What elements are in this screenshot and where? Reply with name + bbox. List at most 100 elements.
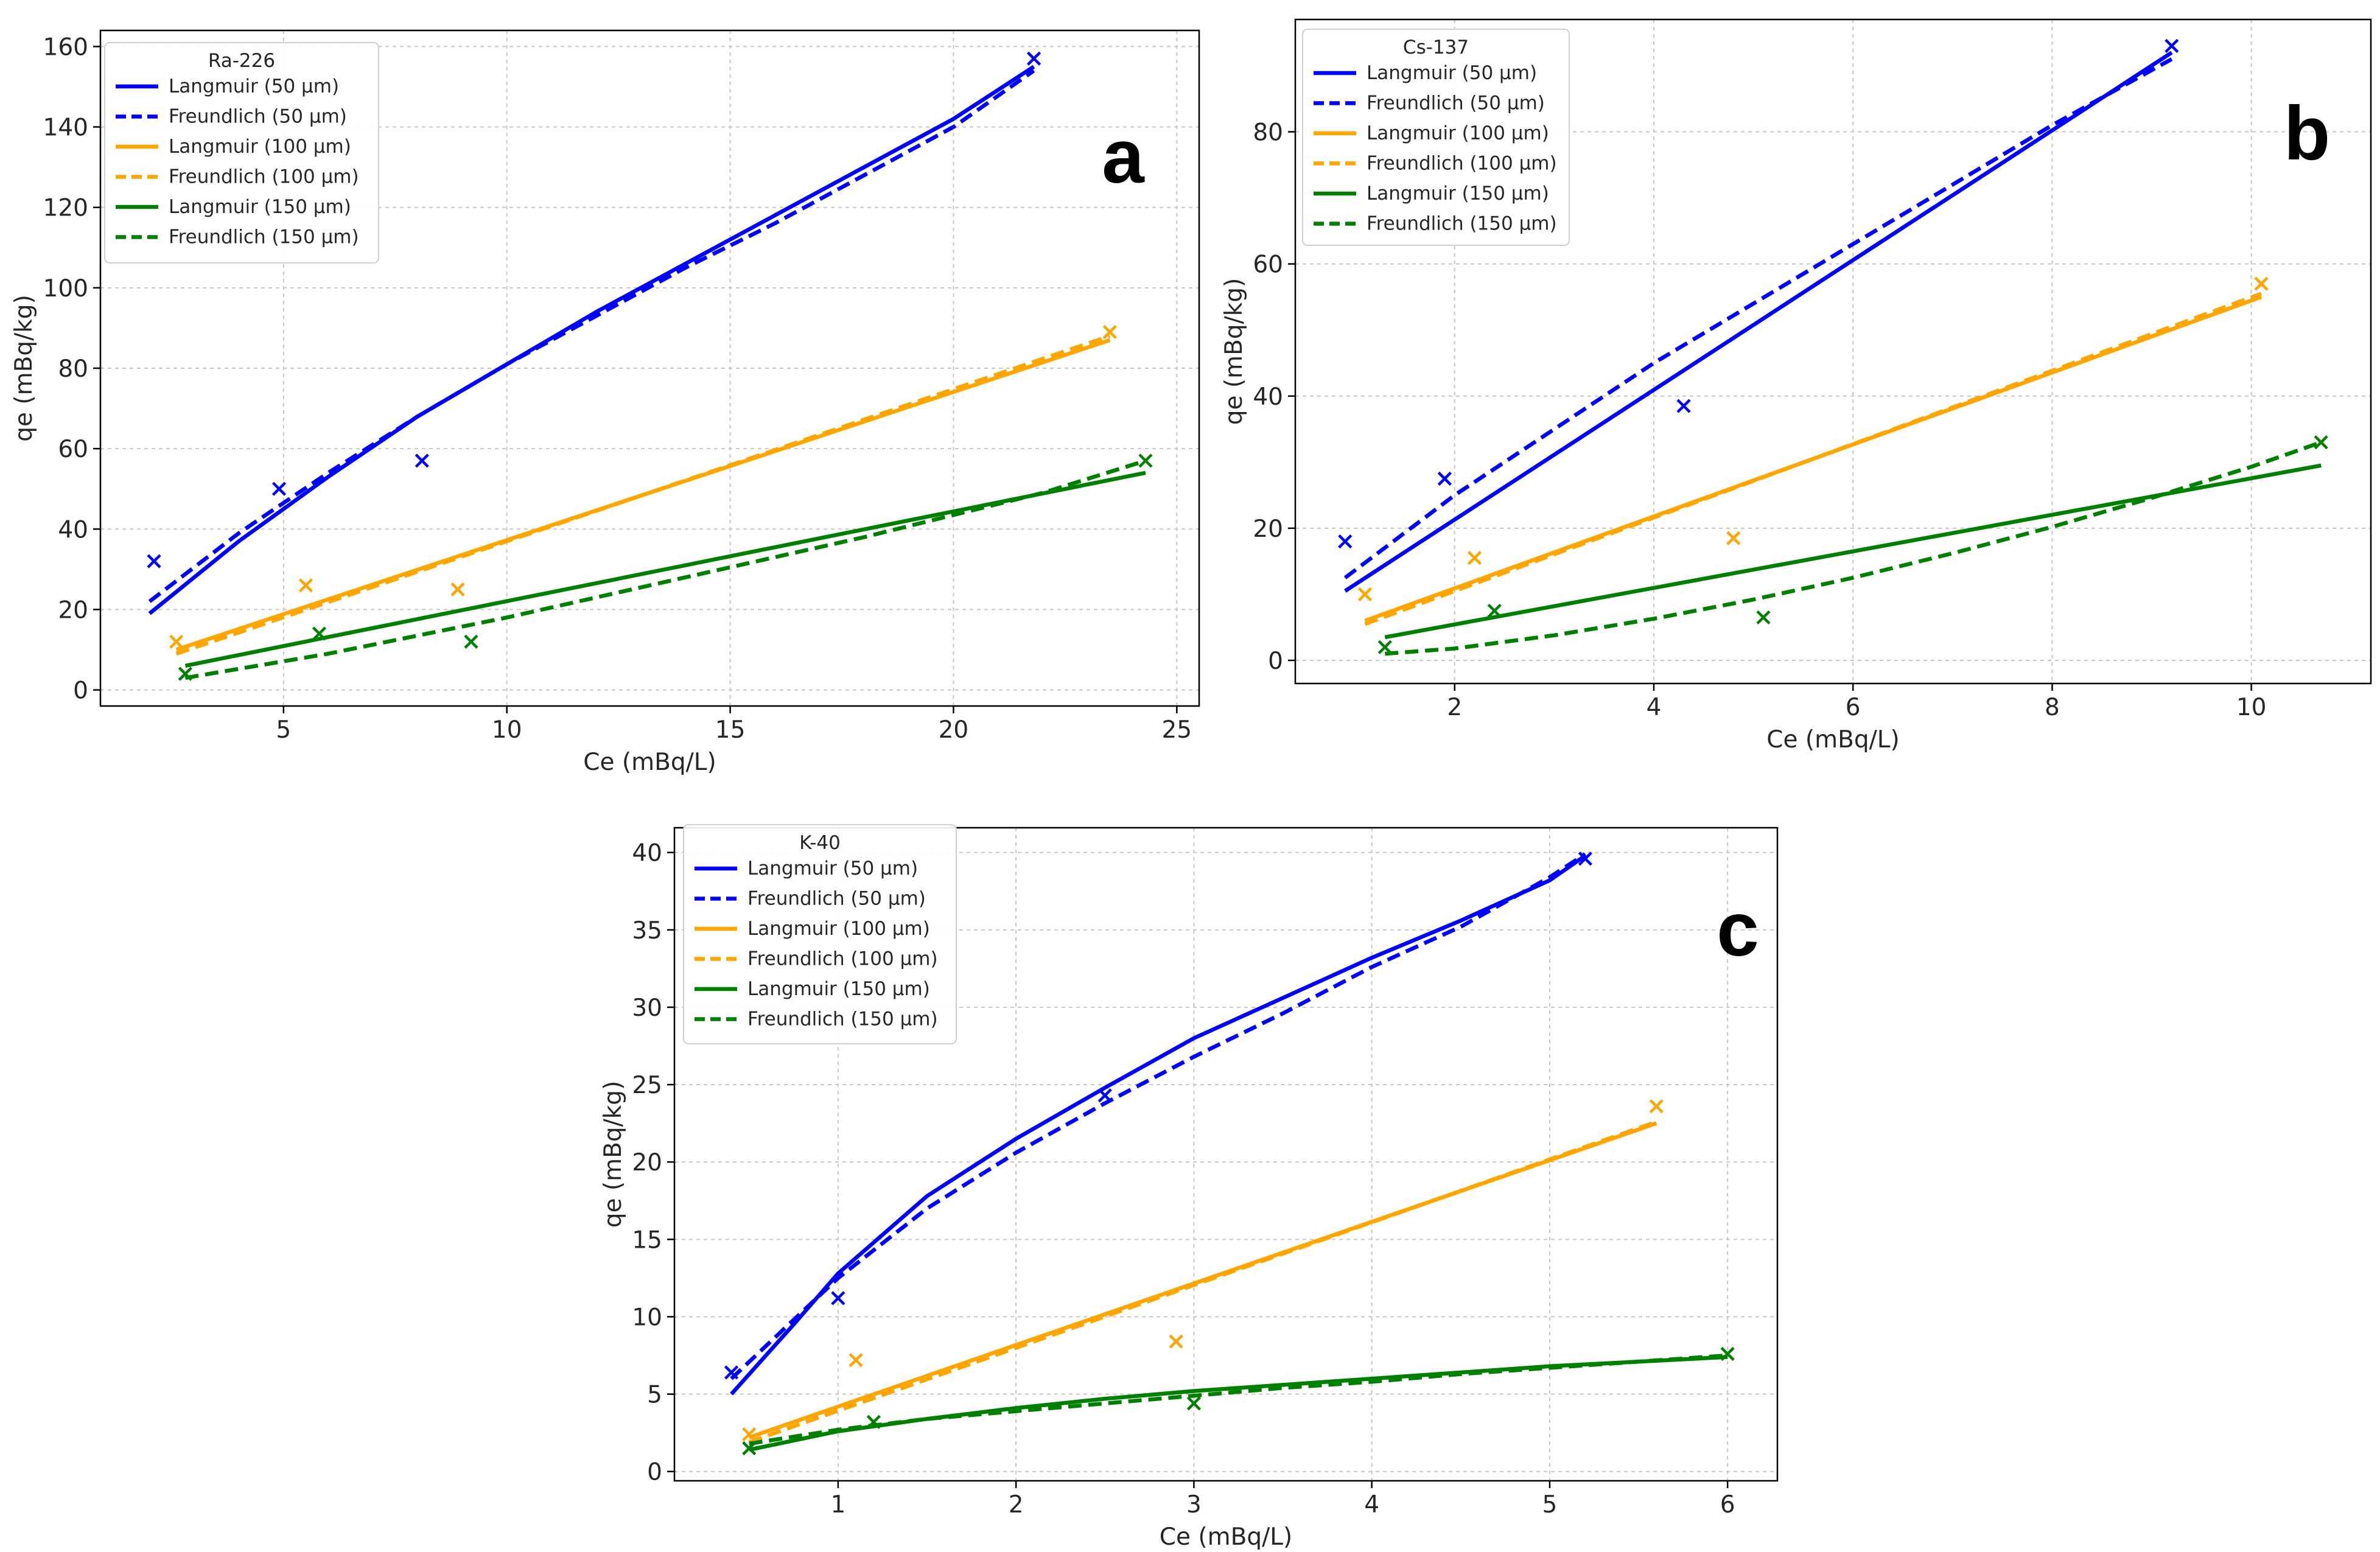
x-tick-label: 5 bbox=[1542, 1491, 1557, 1519]
x-tick-label: 2 bbox=[1009, 1491, 1024, 1519]
chart-panel-a: 5 10 15 20 25 0 20 40 60 80 100 120 140 160 Ce (mBq/L)… bbox=[10, 29, 1200, 776]
data-point-marker bbox=[464, 634, 478, 649]
x-axis-label: Ce (mBq/L) bbox=[583, 749, 716, 776]
y-tick-label: 0 bbox=[647, 1459, 662, 1486]
y-tick-label: 20 bbox=[632, 1149, 662, 1176]
x-tick-label: 10 bbox=[492, 716, 522, 744]
x-tick-label: 8 bbox=[2045, 694, 2060, 721]
series-line-3 bbox=[175, 334, 1111, 656]
data-point-marker bbox=[1097, 1088, 1112, 1103]
data-point-marker bbox=[312, 626, 327, 641]
series-line-4 bbox=[184, 470, 1146, 668]
legend: K-40 Langmuir (50 µm) Freundlich (50 µm) La… bbox=[683, 824, 957, 1044]
y-tick-label: 5 bbox=[647, 1382, 662, 1409]
data-point-marker bbox=[1138, 453, 1153, 468]
data-point-marker bbox=[1487, 603, 1502, 618]
data-point-marker bbox=[147, 554, 161, 568]
series-line-2 bbox=[748, 1121, 1657, 1439]
y-tick-label: 20 bbox=[58, 596, 88, 624]
x-tick-label: 5 bbox=[276, 716, 291, 744]
data-point-marker bbox=[1437, 471, 1452, 486]
legend-entry-5: Freundlich (150 µm) bbox=[747, 1008, 938, 1030]
data-point-marker bbox=[450, 582, 465, 596]
legend-title: Cs-137 bbox=[1403, 37, 1469, 58]
data-point-marker bbox=[1756, 610, 1771, 625]
data-point-marker bbox=[742, 1441, 757, 1456]
legend-title: Ra-226 bbox=[208, 50, 275, 72]
data-point-marker bbox=[1169, 1334, 1183, 1349]
legend: Ra-226 Langmuir (50 µm) Freundlich (50 µm)… bbox=[104, 42, 379, 264]
legend: Cs-137 Langmuir (50 µm) Freundlich (50 µm)… bbox=[1302, 29, 1570, 246]
axes-frame bbox=[673, 827, 1779, 1482]
panel-label: c bbox=[1717, 887, 1759, 972]
data-point-marker bbox=[1649, 1099, 1664, 1114]
data-point-marker bbox=[1467, 551, 1482, 565]
legend-entry-5: Freundlich (150 µm) bbox=[1367, 213, 1557, 235]
y-tick-label: 100 bbox=[43, 275, 88, 302]
data-point-marker bbox=[178, 666, 193, 681]
series-line-5 bbox=[184, 458, 1146, 680]
legend-entry-5: Freundlich (150 µm) bbox=[169, 226, 359, 248]
data-point-marker bbox=[271, 481, 287, 496]
y-tick-label: 10 bbox=[632, 1304, 662, 1331]
y-axis-label: qe (mBq/kg) bbox=[600, 1081, 627, 1228]
y-tick-label: 30 bbox=[632, 994, 662, 1022]
x-tick-label: 6 bbox=[1846, 694, 1861, 721]
data-point-marker bbox=[1720, 1346, 1735, 1361]
data-point-marker bbox=[415, 453, 429, 468]
legend-entry-3: Freundlich (100 µm) bbox=[1367, 153, 1557, 175]
x-tick-label: 15 bbox=[715, 716, 746, 744]
legend-entry-2: Langmuir (100 µm) bbox=[1367, 122, 1549, 144]
y-tick-label: 160 bbox=[43, 33, 88, 61]
y-tick-label: 15 bbox=[632, 1226, 662, 1254]
y-tick-label: 20 bbox=[1253, 516, 1283, 543]
y-tick-label: 0 bbox=[1268, 648, 1283, 675]
y-tick-label: 35 bbox=[632, 917, 662, 945]
data-point-marker bbox=[2254, 276, 2269, 291]
legend-box bbox=[104, 42, 379, 264]
legend-entry-1: Freundlich (50 µm) bbox=[169, 106, 347, 128]
x-tick-label: 25 bbox=[1161, 716, 1192, 744]
y-tick-label: 40 bbox=[1253, 383, 1283, 411]
plot-area bbox=[724, 851, 1735, 1456]
y-tick-label: 60 bbox=[58, 436, 88, 463]
x-tick-label: 1 bbox=[830, 1491, 845, 1519]
data-point-marker bbox=[169, 634, 184, 649]
legend-entry-2: Langmuir (100 µm) bbox=[169, 136, 351, 158]
data-point-marker bbox=[298, 578, 313, 593]
x-axis-label: Ce (mBq/L) bbox=[1160, 1523, 1292, 1551]
y-tick-label: 120 bbox=[43, 195, 88, 222]
panel-label: a bbox=[1102, 114, 1145, 199]
data-point-marker bbox=[849, 1353, 863, 1368]
legend-entry-4: Langmuir (150 µm) bbox=[1367, 183, 1549, 204]
y-tick-label: 140 bbox=[43, 114, 88, 142]
y-tick-label: 0 bbox=[73, 677, 88, 705]
x-axis-label: Ce (mBq/L) bbox=[1766, 726, 1899, 753]
panel-label: b bbox=[2284, 91, 2330, 176]
data-point-marker bbox=[1726, 531, 1741, 545]
data-point-marker bbox=[1377, 640, 1392, 654]
x-tick-label: 2 bbox=[1447, 694, 1462, 721]
legend-entry-1: Freundlich (50 µm) bbox=[1367, 93, 1545, 114]
chart-panel-c: 1 2 3 4 5 6 0 5 10 15 20 25 30 35 40 Ce (mBq/L) qe (mBq/… bbox=[600, 824, 1779, 1551]
legend-entry-0: Langmuir (50 µm) bbox=[1367, 62, 1537, 84]
legend-entry-4: Langmuir (150 µm) bbox=[747, 978, 930, 1000]
data-point-marker bbox=[742, 1427, 757, 1442]
data-point-marker bbox=[1102, 324, 1117, 340]
series-line-2 bbox=[1364, 295, 2263, 623]
chart-panel-b: 2 4 6 8 10 0 20 40 60 80 Ce (mBq/L) qe (mBq/kg) Cs-1… bbox=[1220, 18, 2372, 753]
y-axis-label: qe (mBq/kg) bbox=[10, 295, 38, 442]
series-line-5 bbox=[1385, 440, 2322, 656]
y-tick-label: 25 bbox=[632, 1072, 662, 1099]
legend-entry-0: Langmuir (50 µm) bbox=[169, 75, 339, 97]
legend-box bbox=[683, 824, 957, 1044]
legend-box bbox=[1302, 29, 1570, 246]
axes-frame bbox=[1294, 18, 2372, 685]
series-line-4 bbox=[1384, 463, 2322, 640]
y-tick-label: 80 bbox=[1253, 119, 1283, 147]
series-line-3 bbox=[1364, 292, 2263, 626]
series-line-0 bbox=[730, 854, 1587, 1396]
y-tick-label: 40 bbox=[632, 840, 662, 867]
series-line-4 bbox=[749, 1355, 1728, 1452]
